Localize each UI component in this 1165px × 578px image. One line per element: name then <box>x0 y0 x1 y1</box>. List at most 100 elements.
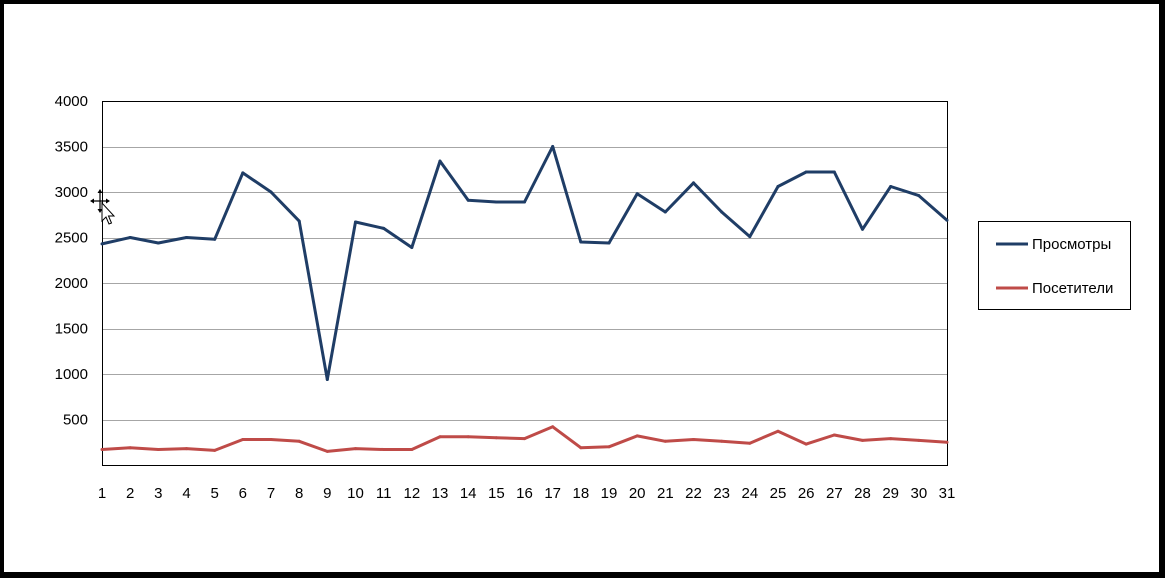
data-point <box>720 210 724 214</box>
x-tick-label: 20 <box>629 485 646 502</box>
data-point <box>494 200 498 204</box>
y-tick-label: 2000 <box>55 275 88 292</box>
x-tick-label: 7 <box>267 485 275 502</box>
data-point <box>663 439 667 443</box>
data-point <box>128 446 132 450</box>
data-point <box>466 198 470 202</box>
data-point <box>776 185 780 188</box>
data-point <box>720 439 724 443</box>
data-point <box>804 170 808 174</box>
data-point <box>325 449 329 453</box>
x-tick-label: 28 <box>854 485 871 502</box>
legend-label-prosmotry: Просмотры <box>1032 236 1111 253</box>
data-point <box>466 435 470 439</box>
legend-box <box>978 221 1131 310</box>
data-point <box>269 190 273 194</box>
y-tick-label: 4000 <box>55 93 88 110</box>
x-tick-label: 6 <box>239 485 247 502</box>
x-tick-label: 24 <box>741 485 758 502</box>
data-point <box>354 447 357 451</box>
data-point <box>213 237 217 241</box>
data-point <box>776 429 780 433</box>
data-point <box>382 226 386 230</box>
x-tick-label: 10 <box>347 485 364 502</box>
data-point <box>692 181 695 185</box>
x-axis-tick-labels: 1 2 3 4 5 6 7 8 9 10 11 12 13 14 15 16 17 18 19 20 21 22 23 24 2… <box>98 485 956 502</box>
series-lines <box>100 145 949 453</box>
legend: Просмотры Посетители <box>978 221 1131 310</box>
data-point <box>128 236 132 239</box>
data-point <box>494 436 498 440</box>
data-point <box>917 438 921 442</box>
data-point <box>213 448 217 452</box>
data-point <box>832 170 836 174</box>
x-tick-label: 17 <box>544 485 561 502</box>
x-tick-label: 1 <box>98 485 106 502</box>
data-point <box>861 438 864 442</box>
data-point <box>325 378 329 381</box>
y-tick-label: 2500 <box>55 230 88 247</box>
data-point <box>100 242 104 246</box>
data-point <box>579 240 583 244</box>
x-tick-label: 4 <box>182 485 190 502</box>
data-point <box>635 192 639 196</box>
x-tick-label: 5 <box>210 485 218 502</box>
x-tick-label: 23 <box>713 485 730 502</box>
data-point <box>438 159 442 163</box>
data-point <box>297 219 301 223</box>
data-point <box>748 235 752 239</box>
data-point <box>832 433 836 437</box>
data-point <box>692 438 695 441</box>
x-tick-label: 16 <box>516 485 533 502</box>
data-point <box>100 448 104 451</box>
data-point <box>185 236 188 239</box>
x-tick-label: 9 <box>323 485 331 502</box>
data-point <box>354 220 357 224</box>
y-tick-label: 1000 <box>55 366 88 383</box>
x-tick-label: 26 <box>798 485 815 502</box>
y-axis-tick-labels: 500 1000 1500 2000 2500 3000 3500 4000 <box>55 93 88 429</box>
x-tick-label: 8 <box>295 485 303 502</box>
x-tick-label: 11 <box>376 485 392 502</box>
x-tick-label: 12 <box>403 485 420 502</box>
x-tick-label: 2 <box>126 485 134 502</box>
move-cursor-icon <box>90 189 116 225</box>
legend-label-posetiteli: Посетители <box>1032 280 1113 297</box>
data-point <box>410 448 414 451</box>
data-point <box>635 434 639 438</box>
data-point <box>438 435 442 439</box>
data-point <box>861 227 864 231</box>
data-point <box>607 241 611 245</box>
data-point <box>156 241 160 245</box>
data-point <box>523 437 526 441</box>
x-tick-label: 13 <box>432 485 449 502</box>
data-point <box>945 440 949 444</box>
x-tick-label: 25 <box>770 485 787 502</box>
data-point <box>551 145 555 148</box>
data-point <box>156 448 160 451</box>
data-point <box>241 438 245 441</box>
series-line-prosmotry <box>101 145 948 381</box>
x-tick-label: 3 <box>154 485 162 502</box>
x-tick-label: 19 <box>601 485 618 502</box>
data-point <box>269 438 273 441</box>
x-tick-label: 14 <box>460 485 477 502</box>
data-point <box>551 425 555 429</box>
y-tick-label: 1500 <box>55 321 88 338</box>
data-point <box>804 442 808 446</box>
x-tick-label: 29 <box>882 485 899 502</box>
x-tick-label: 22 <box>685 485 702 502</box>
y-tick-label: 3500 <box>55 139 88 156</box>
data-point <box>917 194 921 198</box>
data-point <box>410 246 414 249</box>
data-point <box>185 447 188 451</box>
x-tick-label: 15 <box>488 485 505 502</box>
x-tick-label: 30 <box>910 485 927 502</box>
data-point <box>523 200 526 204</box>
x-tick-label: 18 <box>572 485 589 502</box>
data-point <box>382 448 386 451</box>
x-tick-label: 27 <box>826 485 843 502</box>
data-point <box>889 437 893 441</box>
